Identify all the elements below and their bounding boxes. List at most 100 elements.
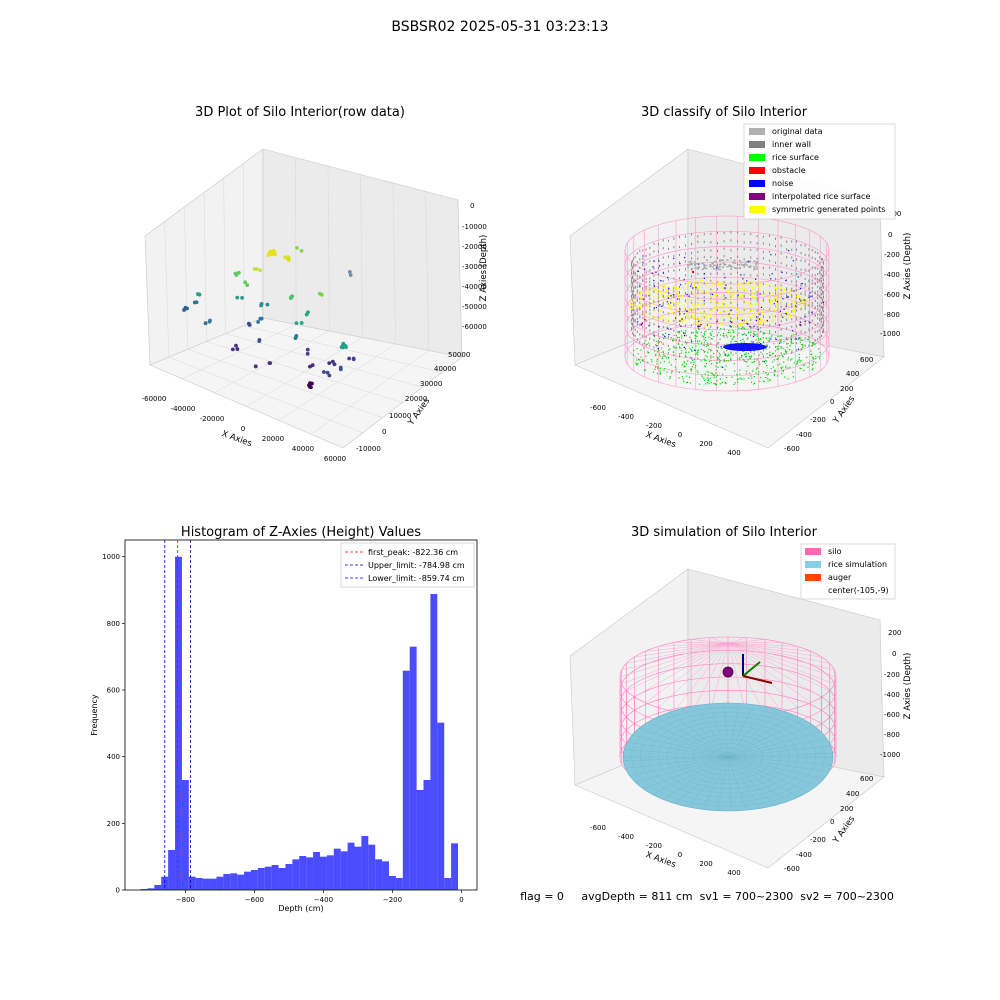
symmetric-generated-point [700, 320, 702, 323]
inner-wall-point [817, 260, 819, 263]
inner-wall-point [808, 254, 810, 257]
rice-surface-point [769, 379, 771, 381]
symmetric-generated-point [750, 305, 752, 308]
inner-wall-point [634, 273, 636, 276]
inner-wall-point [737, 295, 739, 298]
raw-z-tick: -30000 [462, 263, 487, 271]
inner-wall-point [800, 316, 802, 319]
rice-surface-point [796, 360, 799, 362]
rice-surface-point [665, 332, 667, 335]
simulation-x-tick: -600 [590, 824, 606, 832]
inner-wall-point [808, 328, 810, 331]
symmetric-generated-point [655, 288, 658, 291]
inner-wall-point [657, 309, 659, 312]
inner-wall-point [684, 235, 686, 238]
rice-surface-point [674, 347, 676, 349]
inner-wall-point [631, 281, 633, 284]
inner-wall-point [703, 358, 705, 361]
inner-wall-point [662, 295, 664, 298]
symmetric-generated-point [803, 297, 805, 299]
inner-wall-point [823, 303, 824, 306]
inner-wall-point [703, 233, 705, 236]
simulation-x-ticks: -600 -400 -200 0 200 400 [590, 824, 741, 877]
symmetric-generated-point [657, 292, 659, 295]
symmetric-generated-point [702, 314, 705, 317]
symmetric-generated-point [693, 285, 696, 288]
symmetric-generated-point [779, 286, 782, 288]
rice-surface-point [731, 338, 733, 340]
rice-surface-point [719, 378, 722, 380]
symmetric-generated-point [710, 300, 712, 303]
rice-surface-point [640, 356, 642, 358]
silo-roof-rib [727, 642, 822, 698]
symmetric-generated-point [750, 310, 752, 312]
symmetric-generated-point [709, 324, 711, 326]
inner-wall-point [673, 303, 675, 306]
symmetric-generated-point [632, 305, 634, 307]
inner-wall-point [730, 317, 732, 320]
silo-roof-rib [709, 637, 729, 644]
rice-surface-point [710, 337, 712, 340]
inner-wall-point [762, 332, 764, 335]
inner-wall-point [703, 302, 705, 305]
original-data-point [711, 262, 714, 265]
rice-surface-point [656, 363, 658, 365]
symmetric-generated-point [659, 291, 661, 294]
raw-scatter-point [347, 269, 352, 274]
rice-surface-point [730, 358, 732, 361]
symmetric-generated-point [688, 310, 690, 312]
inner-wall-point [822, 291, 824, 294]
symmetric-generated-point [791, 309, 794, 311]
inner-wall-point [791, 303, 793, 306]
rice-surface-point [700, 343, 703, 345]
rice-surface-point [705, 359, 707, 362]
symmetric-generated-point [756, 318, 758, 320]
inner-wall-point [775, 284, 776, 287]
inner-wall-point [645, 271, 647, 274]
noise-point [692, 287, 694, 289]
inner-wall-point [811, 342, 813, 345]
symmetric-generated-point [736, 310, 739, 312]
noise-point [666, 301, 668, 303]
symmetric-generated-point [794, 295, 797, 298]
inner-wall-point [822, 278, 824, 281]
classify-y-tick: -400 [796, 431, 812, 439]
symmetric-generated-point [676, 303, 678, 305]
rice-surface-point [740, 339, 742, 342]
symmetric-generated-point [769, 308, 772, 311]
inner-wall-point [730, 301, 732, 304]
rice-surface-point [707, 377, 709, 379]
original-data-point [733, 259, 736, 262]
rice-surface-point [802, 345, 804, 347]
symmetric-generated-point [717, 283, 719, 285]
rice-surface-point [787, 367, 789, 369]
symmetric-generated-point [772, 296, 775, 298]
original-data-point [687, 264, 690, 266]
inner-wall-point [716, 295, 718, 298]
rice-surface-point [706, 344, 708, 346]
inner-wall-point [667, 327, 669, 330]
inner-wall-point [786, 342, 788, 345]
noise-point [787, 296, 789, 298]
symmetric-generated-point [721, 323, 724, 326]
inner-wall-point [645, 319, 647, 322]
inner-wall-point [657, 258, 659, 261]
inner-wall-point [645, 277, 647, 281]
inner-wall-point [631, 305, 633, 309]
rice-surface-point [675, 368, 677, 370]
rice-surface-point [740, 328, 743, 330]
inner-wall-point [756, 242, 758, 245]
rice-surface-point [659, 370, 661, 372]
symmetric-generated-point [716, 304, 718, 306]
rice-surface-point [710, 334, 712, 336]
rice-surface-point [743, 328, 745, 330]
symmetric-generated-point [743, 288, 745, 291]
noise-point [656, 345, 658, 347]
inner-wall-point [649, 280, 651, 283]
inner-wall-point [634, 312, 636, 315]
inner-wall-point [649, 305, 651, 308]
noise-point [690, 285, 692, 287]
rice-surface-point [779, 363, 781, 365]
rice-surface-point [766, 364, 768, 367]
simulation-z-tick: 0 [892, 650, 896, 658]
